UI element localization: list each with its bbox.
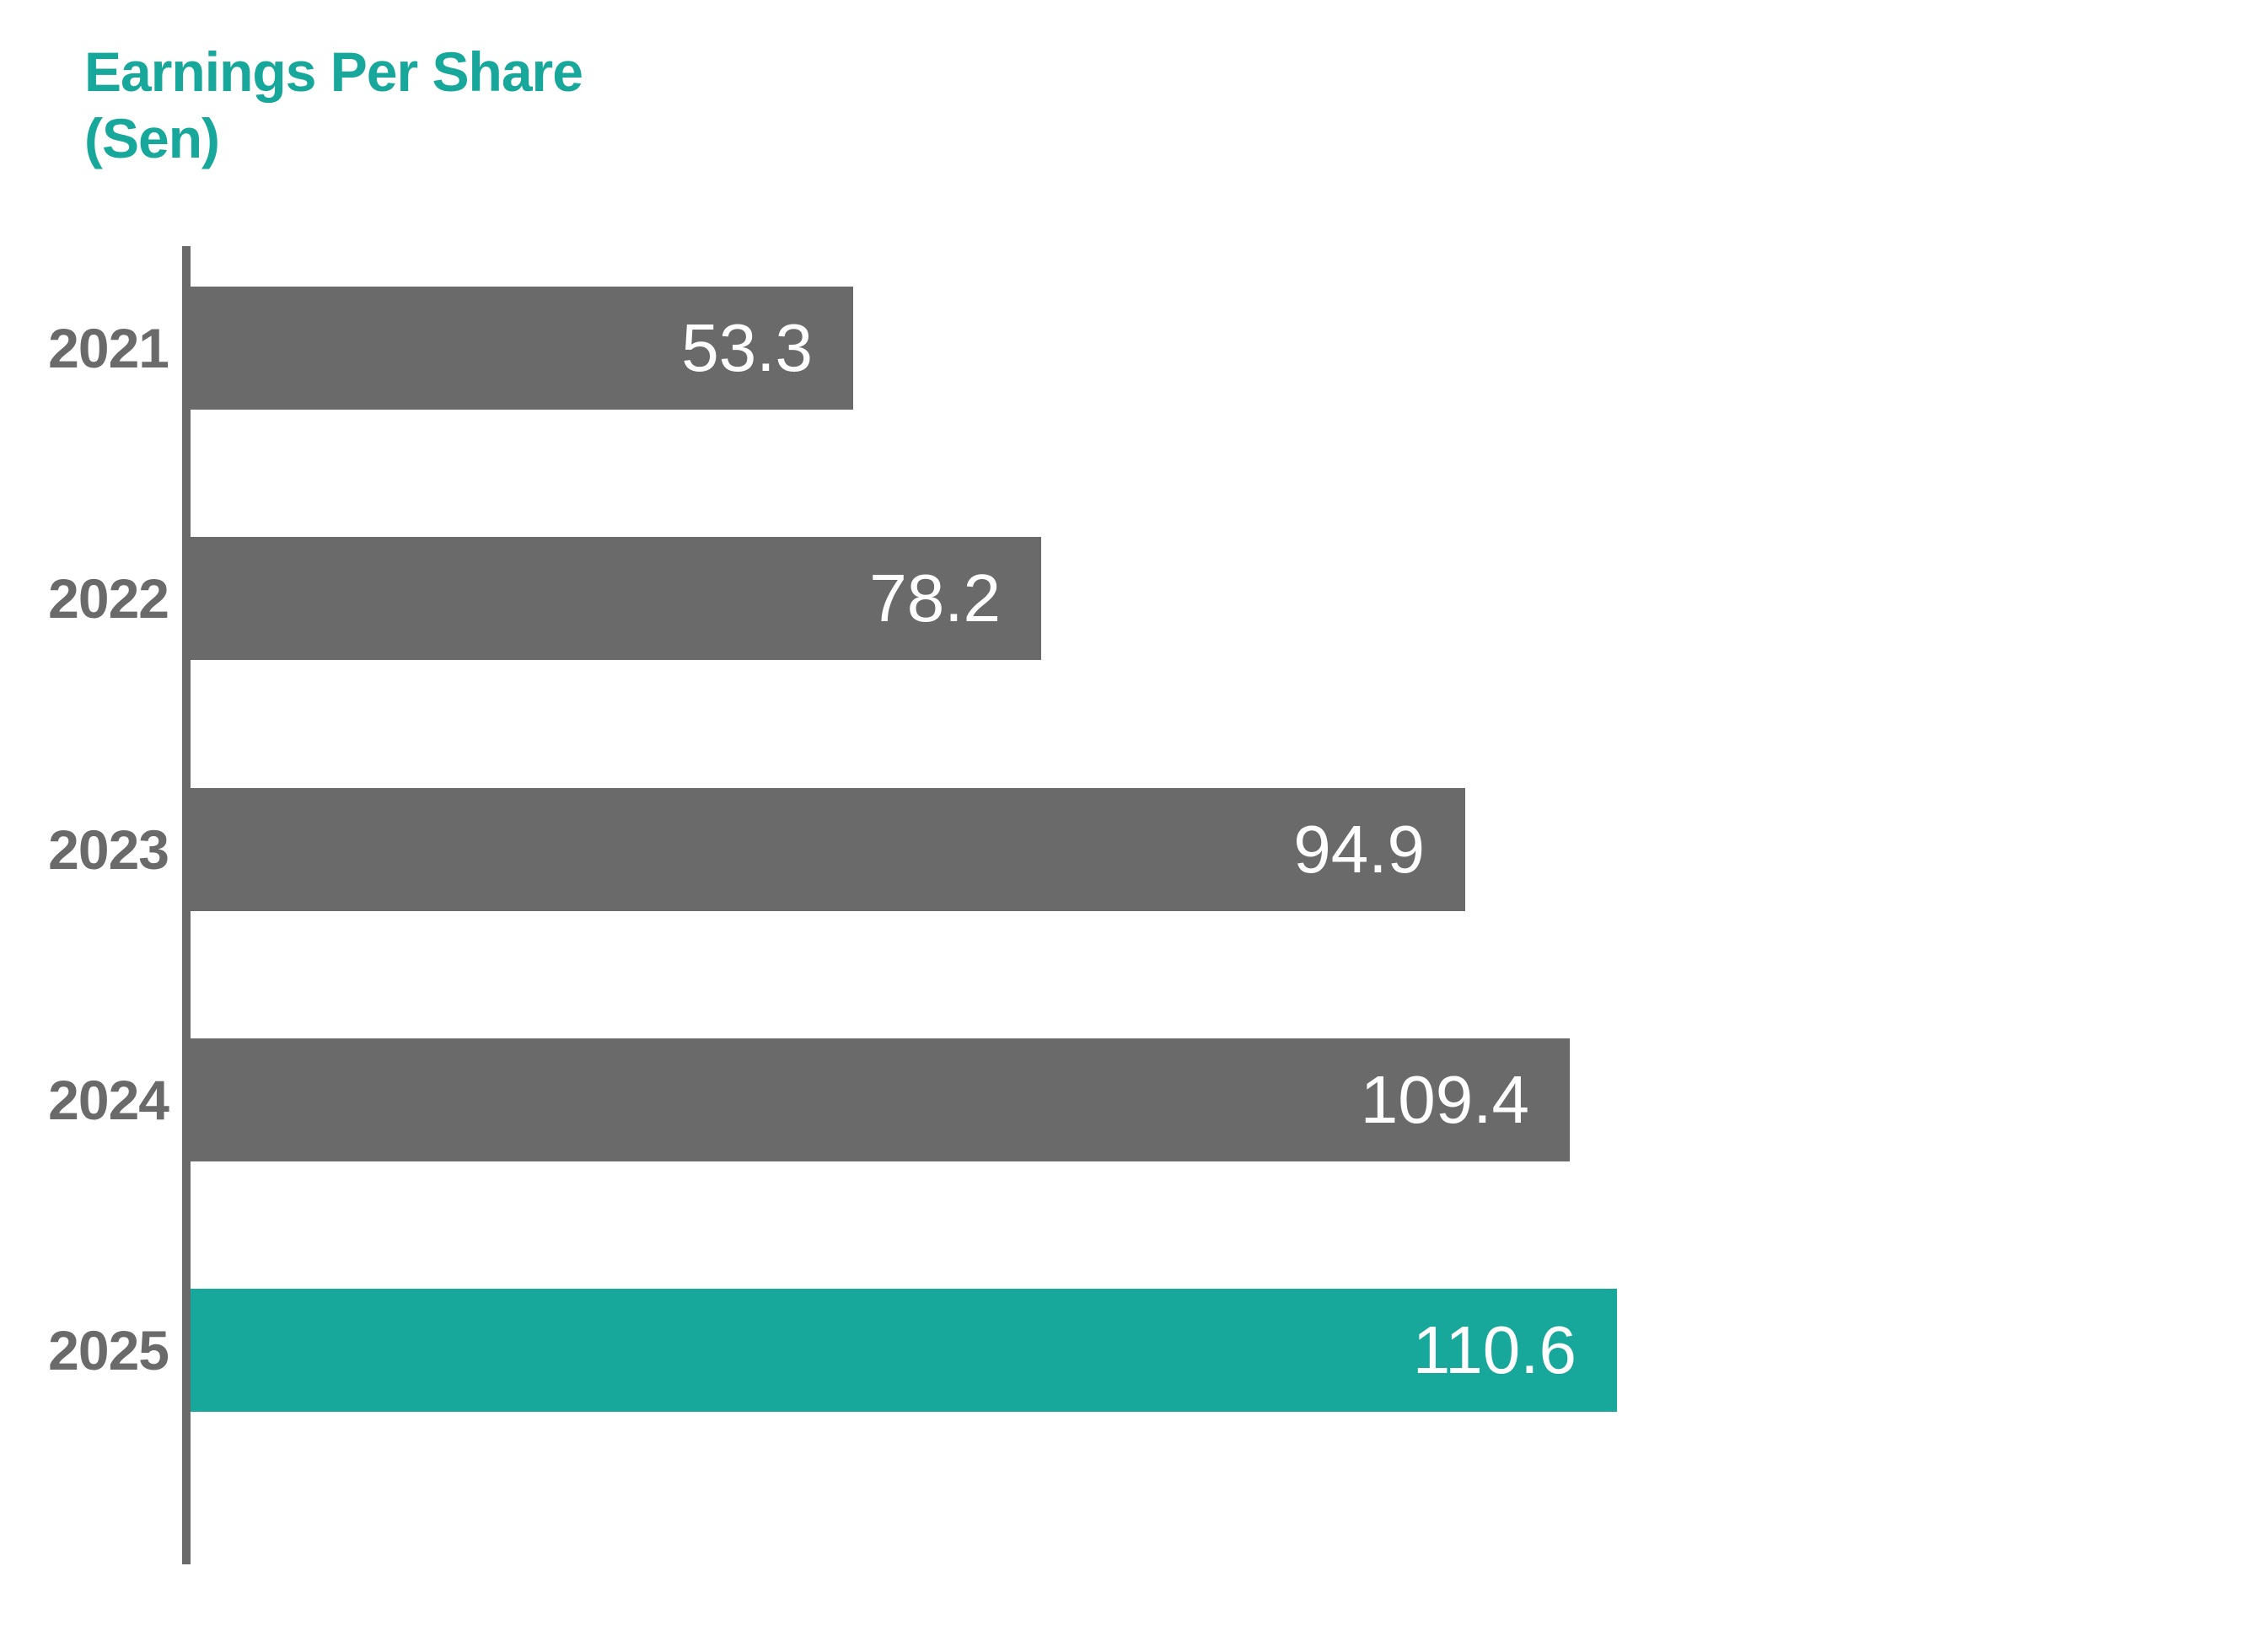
year-label: 2024 [48, 1068, 169, 1131]
chart-title-line2: (Sen) [84, 107, 220, 170]
bar-value-label: 53.3 [681, 310, 813, 385]
bar: 78.2 [191, 537, 1041, 661]
bar: 53.3 [191, 287, 853, 410]
bar-value-label: 94.9 [1293, 811, 1425, 887]
year-label: 2023 [48, 818, 169, 881]
year-label: 2021 [48, 317, 169, 379]
chart-title-line1: Earnings Per Share [84, 40, 583, 103]
bar-row: 2021 53.3 [0, 287, 2256, 410]
bar: 94.9 [191, 787, 1465, 911]
bar-value-label: 110.6 [1412, 1312, 1577, 1388]
bar-row: 2023 94.9 [0, 787, 2256, 911]
bar-row: 2025 110.6 [0, 1289, 2256, 1413]
chart-title: Earnings Per Share (Sen) [84, 39, 583, 172]
y-axis-line [182, 246, 191, 1564]
bar-value-label: 78.2 [869, 560, 1001, 636]
year-label: 2022 [48, 567, 169, 630]
bar-row: 2022 78.2 [0, 537, 2256, 661]
bar: 109.4 [191, 1038, 1570, 1161]
bar-value-label: 109.4 [1360, 1061, 1529, 1137]
bar-row: 2024 109.4 [0, 1038, 2256, 1161]
bar: 110.6 [191, 1289, 1617, 1413]
year-label: 2025 [48, 1319, 169, 1382]
